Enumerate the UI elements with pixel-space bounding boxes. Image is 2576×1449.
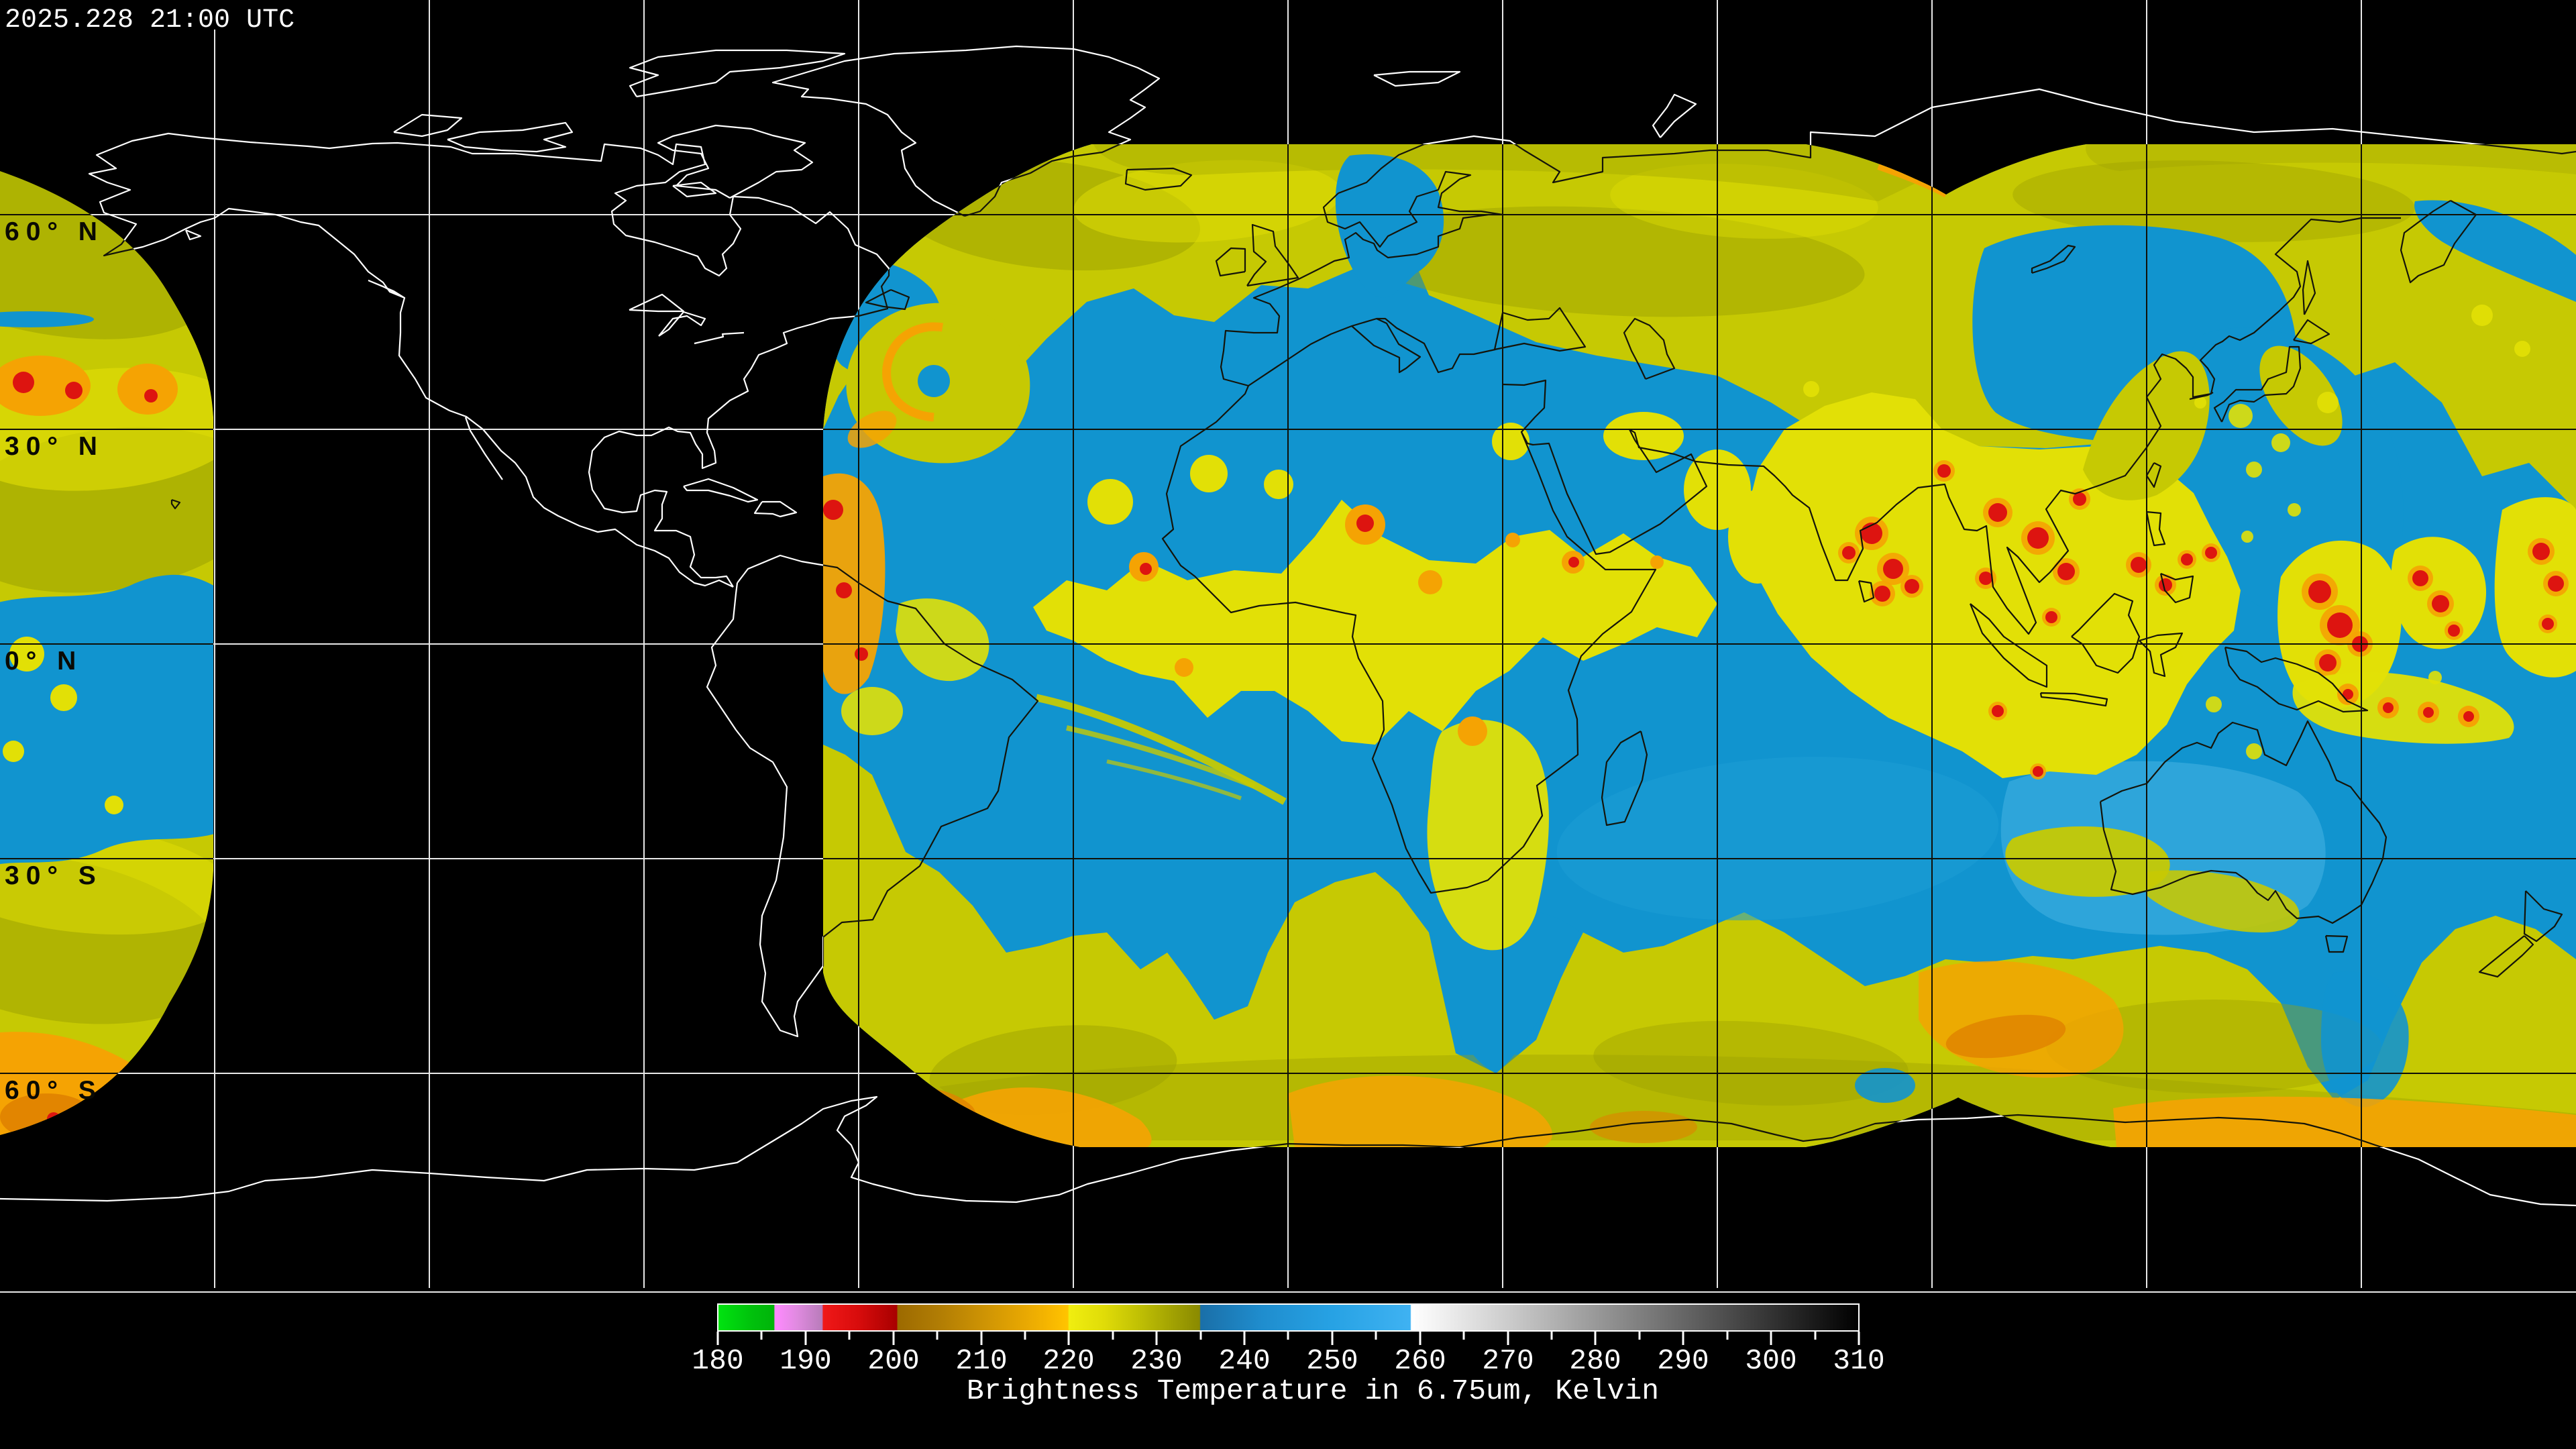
svg-text:230: 230 bbox=[1130, 1344, 1182, 1377]
svg-text:220: 220 bbox=[1042, 1344, 1094, 1377]
svg-text:270: 270 bbox=[1482, 1344, 1534, 1377]
svg-text:Brightness Temperature in 6.75: Brightness Temperature in 6.75um, Kelvin bbox=[967, 1375, 1659, 1407]
svg-text:60° S: 60° S bbox=[5, 1076, 103, 1105]
svg-text:250: 250 bbox=[1306, 1344, 1358, 1377]
svg-text:240: 240 bbox=[1218, 1344, 1270, 1377]
svg-text:2025.228 21:00 UTC: 2025.228 21:00 UTC bbox=[5, 5, 294, 36]
svg-text:200: 200 bbox=[867, 1344, 919, 1377]
svg-text:30° S: 30° S bbox=[5, 861, 103, 890]
svg-text:210: 210 bbox=[955, 1344, 1007, 1377]
svg-text:280: 280 bbox=[1569, 1344, 1621, 1377]
svg-text:190: 190 bbox=[780, 1344, 831, 1377]
svg-text:290: 290 bbox=[1657, 1344, 1709, 1377]
svg-text:300: 300 bbox=[1745, 1344, 1796, 1377]
svg-text:0° N: 0° N bbox=[5, 647, 83, 676]
svg-text:30° N: 30° N bbox=[5, 432, 104, 461]
svg-text:180: 180 bbox=[692, 1344, 743, 1377]
svg-text:310: 310 bbox=[1833, 1344, 1884, 1377]
svg-text:260: 260 bbox=[1394, 1344, 1446, 1377]
svg-text:60° N: 60° N bbox=[5, 217, 104, 246]
